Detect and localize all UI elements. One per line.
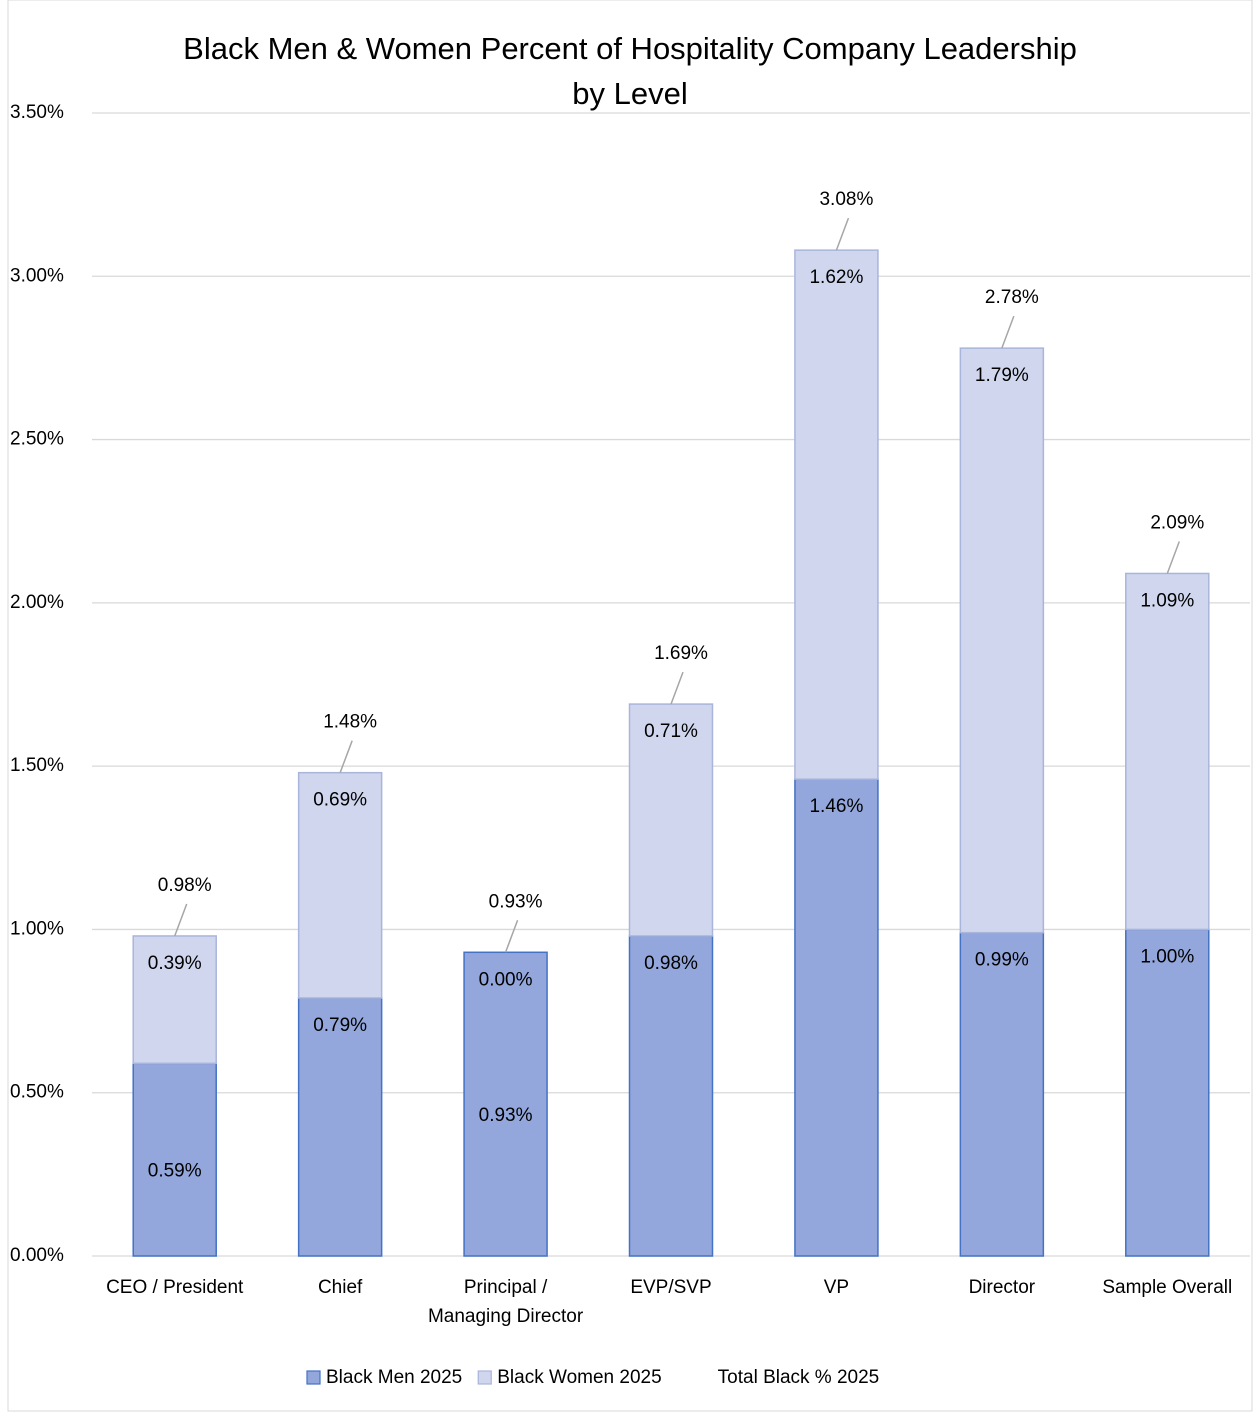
legend-swatch — [477, 1370, 492, 1385]
y-tick-label: 2.00% — [10, 592, 64, 613]
y-tick-label: 1.50% — [10, 755, 64, 776]
legend-swatch — [306, 1370, 321, 1385]
total-label: 0.98% — [158, 875, 212, 896]
total-label: 2.78% — [985, 287, 1039, 308]
total-leader — [1001, 315, 1015, 349]
total-label: 1.48% — [323, 712, 377, 733]
data-label: 1.79% — [975, 365, 1029, 386]
total-leader — [339, 740, 353, 773]
data-label: 1.62% — [809, 267, 863, 288]
bar-segment — [463, 951, 548, 1257]
y-tick-label: 1.00% — [10, 918, 64, 939]
data-label: 0.59% — [148, 1161, 202, 1182]
bar-segment — [297, 997, 383, 1257]
total-leader — [174, 903, 188, 937]
y-tick-label: 0.00% — [10, 1245, 64, 1266]
y-tick-label: 2.50% — [10, 429, 64, 450]
x-tick-label: CEO / President — [106, 1277, 244, 1298]
data-label: 0.71% — [644, 721, 698, 742]
bar-segment — [297, 771, 383, 999]
total-leader — [835, 217, 850, 251]
data-label: 1.09% — [1140, 590, 1194, 611]
bar-segment — [1125, 928, 1210, 1257]
bar-segment — [132, 935, 217, 1065]
chart-border — [7, 0, 1253, 1412]
bar-segment — [959, 931, 1045, 1257]
legend-label: Black Men 2025 — [326, 1367, 462, 1388]
y-tick-label: 0.50% — [10, 1082, 64, 1103]
x-tick-label: Chief — [317, 1277, 363, 1298]
bar-segment — [959, 347, 1045, 934]
total-leader — [670, 671, 684, 705]
x-tick-label: EVP/SVP — [630, 1277, 712, 1298]
legend-label: Total Black % 2025 — [718, 1367, 880, 1388]
total-leader — [504, 920, 519, 953]
bar-segment — [794, 778, 879, 1257]
legend-label: Black Women 2025 — [497, 1367, 661, 1388]
bar-segment — [1125, 572, 1210, 931]
x-tick-label: VP — [823, 1277, 850, 1298]
chart-title: Black Men & Women Percent of Hospitality… — [183, 31, 1077, 111]
data-label: 0.79% — [313, 1015, 367, 1036]
total-label: 3.08% — [819, 189, 873, 210]
data-label: 0.00% — [479, 969, 533, 990]
bar-segment — [794, 249, 879, 780]
data-label: 1.00% — [1140, 946, 1194, 967]
total-label: 2.09% — [1150, 512, 1204, 533]
data-label: 0.93% — [479, 1105, 533, 1126]
data-label: 0.39% — [148, 953, 202, 974]
data-label: 1.46% — [809, 796, 863, 817]
x-tick-label: Principal / Managing Director — [427, 1277, 584, 1327]
x-tick-label: Sample Overall — [1102, 1277, 1233, 1298]
total-leader — [1166, 541, 1180, 574]
total-label: 1.69% — [654, 643, 708, 664]
data-label: 0.69% — [313, 790, 367, 811]
y-tick-label: 3.00% — [10, 265, 64, 286]
x-tick-label: Director — [968, 1277, 1036, 1298]
data-label: 0.98% — [644, 953, 698, 974]
bar-segment — [628, 703, 714, 937]
data-label: 0.99% — [975, 950, 1029, 971]
bar-segment — [132, 1062, 217, 1257]
total-label: 0.93% — [489, 891, 543, 912]
y-tick-label: 3.50% — [10, 102, 64, 123]
bar-segment — [628, 935, 714, 1257]
